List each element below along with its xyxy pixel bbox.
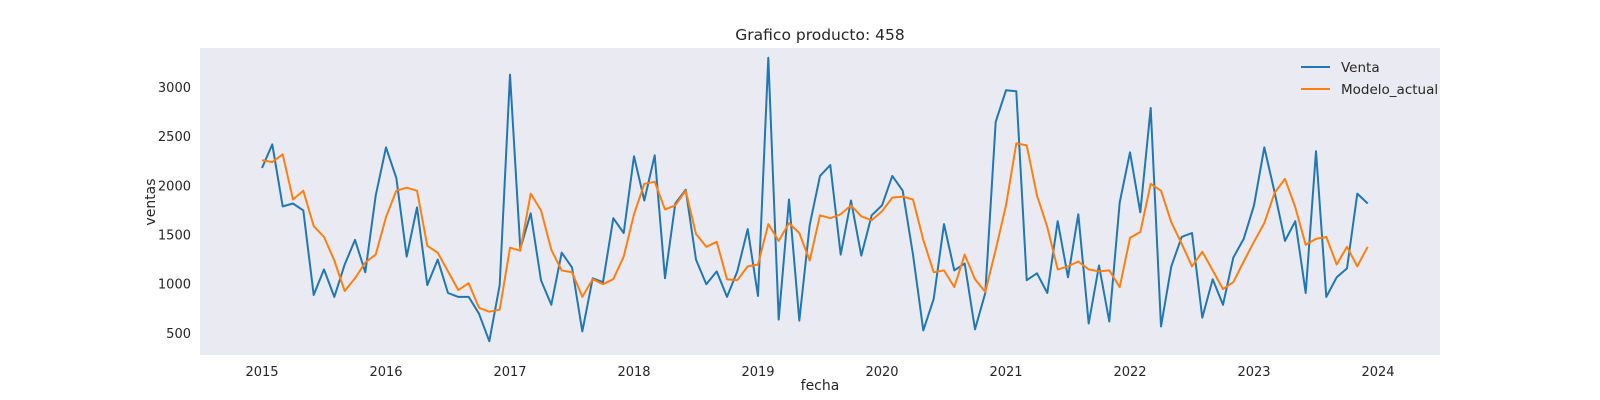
x-axis-ticks: 2015 2016 2017 2018 2019 2020 2021 2022 2023 2024 <box>245 365 1394 380</box>
x-tick-label: 2021 <box>989 365 1022 380</box>
x-tick-label: 2016 <box>369 365 402 380</box>
y-tick-label: 3000 <box>158 81 191 96</box>
legend-label: Modelo_actual <box>1341 82 1438 98</box>
series-layer <box>261 56 1369 343</box>
y-tick-label: 2000 <box>158 179 191 194</box>
y-axis-label: ventas <box>143 178 159 225</box>
x-tick-label: 2018 <box>617 365 650 380</box>
y-tick-label: 500 <box>166 327 191 342</box>
legend: Venta Modelo_actual <box>1301 60 1438 98</box>
x-tick-label: 2017 <box>493 365 526 380</box>
y-axis-ticks: 500 1000 1500 2000 2500 3000 <box>158 81 191 342</box>
y-tick-label: 1500 <box>158 229 191 244</box>
x-tick-label: 2019 <box>741 365 774 380</box>
plot-background <box>200 48 1440 355</box>
y-tick-label: 1000 <box>158 278 191 293</box>
x-tick-label: 2020 <box>865 365 898 380</box>
legend-label: Venta <box>1341 60 1380 76</box>
x-tick-label: 2022 <box>1113 365 1146 380</box>
x-tick-label: 2024 <box>1361 365 1394 380</box>
x-tick-label: 2023 <box>1237 365 1270 380</box>
chart-title: Grafico producto: 458 <box>735 26 904 44</box>
x-axis-label: fecha <box>801 378 840 394</box>
series-line-1 <box>261 142 1369 313</box>
series-line-0 <box>261 56 1369 343</box>
y-tick-label: 2500 <box>158 130 191 145</box>
x-tick-label: 2015 <box>245 365 278 380</box>
